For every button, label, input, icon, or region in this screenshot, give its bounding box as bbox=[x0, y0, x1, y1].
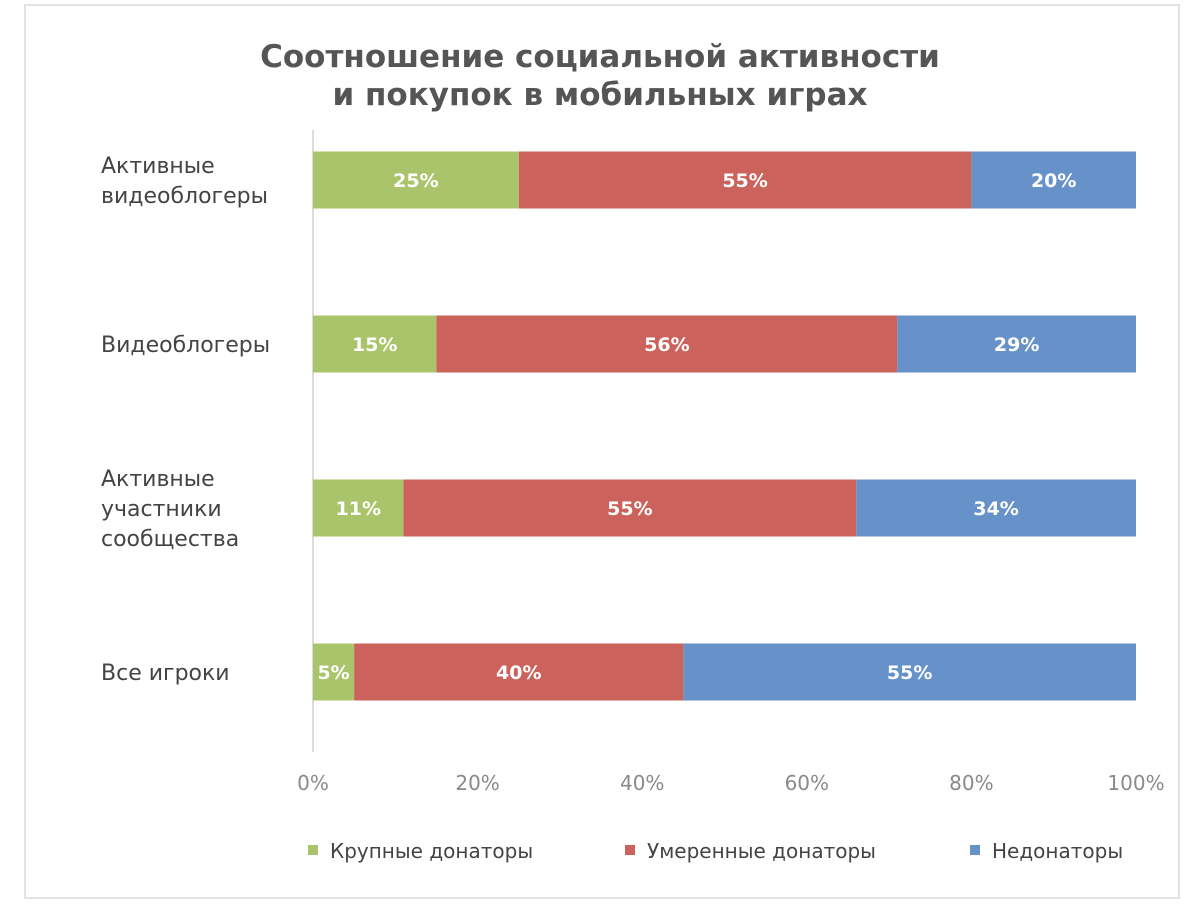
bar-segment-2 bbox=[856, 479, 1136, 537]
x-tick-label: 80% bbox=[949, 771, 993, 795]
bar-segment-2 bbox=[683, 643, 1136, 701]
data-label: 5% bbox=[317, 662, 349, 684]
legend-label: Умеренные донаторы bbox=[647, 839, 876, 863]
chart-frame bbox=[24, 4, 1180, 899]
legend-swatch bbox=[625, 845, 635, 855]
data-label: 11% bbox=[336, 498, 381, 520]
chart-title: Соотношение социальной активности bbox=[260, 39, 940, 75]
x-tick-label: 20% bbox=[455, 771, 499, 795]
x-tick-label: 60% bbox=[785, 771, 829, 795]
bar-segment-2 bbox=[897, 315, 1136, 373]
bar-segment-1 bbox=[436, 315, 898, 373]
legend-label: Недонаторы bbox=[992, 839, 1123, 863]
bar-segment-0 bbox=[313, 151, 519, 209]
chart-title: и покупок в мобильных играх bbox=[332, 77, 867, 113]
legend-swatch bbox=[308, 845, 318, 855]
bar-segment-0 bbox=[313, 643, 355, 701]
category-label: видеоблогеры bbox=[101, 184, 268, 209]
data-label: 34% bbox=[973, 498, 1018, 520]
data-label: 40% bbox=[496, 662, 541, 684]
legend-swatch bbox=[970, 845, 980, 855]
x-tick-label: 0% bbox=[297, 771, 329, 795]
data-label: 55% bbox=[722, 170, 767, 192]
bar-segment-1 bbox=[403, 479, 857, 537]
x-tick-label: 40% bbox=[620, 771, 664, 795]
data-label: 55% bbox=[607, 498, 652, 520]
data-label: 15% bbox=[352, 334, 397, 356]
legend-label: Крупные донаторы bbox=[330, 839, 533, 863]
data-label: 55% bbox=[887, 662, 932, 684]
bar-segment-0 bbox=[313, 315, 437, 373]
category-label: участники bbox=[101, 497, 222, 522]
bar-segment-0 bbox=[313, 479, 404, 537]
category-label: Видеоблогеры bbox=[101, 333, 270, 358]
category-label: Активные bbox=[101, 154, 215, 179]
bar-segment-1 bbox=[518, 151, 972, 209]
data-label: 56% bbox=[644, 334, 689, 356]
data-label: 25% bbox=[393, 170, 438, 192]
x-tick-label: 100% bbox=[1107, 771, 1164, 795]
category-label: сообщества bbox=[101, 527, 239, 552]
bar-segment-2 bbox=[971, 151, 1136, 209]
data-label: 20% bbox=[1031, 170, 1076, 192]
data-label: 29% bbox=[994, 334, 1039, 356]
bar-segment-1 bbox=[354, 643, 684, 701]
category-label: Активные bbox=[101, 467, 215, 492]
category-label: Все игроки bbox=[101, 661, 230, 686]
